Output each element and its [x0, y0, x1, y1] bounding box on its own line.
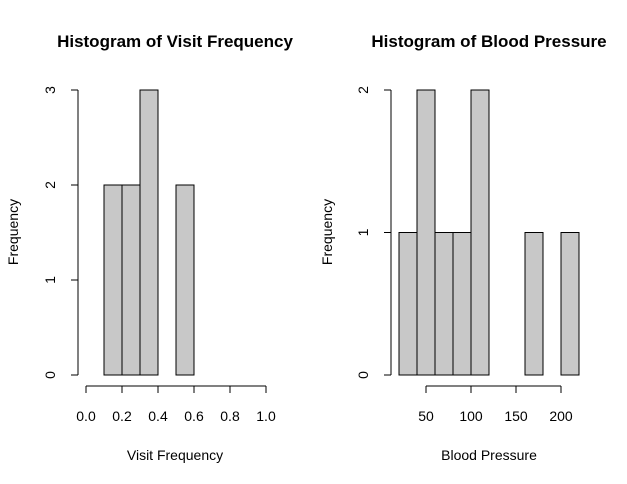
y-tick-label-visit-frequency-1: 0	[42, 371, 58, 379]
histogram-bar-visit-frequency-3	[121, 184, 141, 376]
x-axis-label-blood-pressure: Blood Pressure	[441, 447, 537, 463]
histogram-bar-visit-frequency-6	[175, 184, 195, 376]
y-tick-label-blood-pressure-1: 0	[355, 371, 371, 379]
x-tick-label-blood-pressure-2: 100	[459, 408, 483, 424]
chart-title-blood-pressure: Histogram of Blood Pressure	[371, 32, 606, 51]
x-axis-blood-pressure: 50 100 150 200	[418, 385, 573, 424]
x-tick-label-visit-frequency-2: 0.2	[112, 408, 132, 424]
y-axis-label-blood-pressure: Frequency	[319, 199, 335, 265]
x-tick-label-blood-pressure-1: 50	[418, 408, 434, 424]
y-tick-label-blood-pressure-2: 1	[355, 228, 371, 236]
bars-blood-pressure	[398, 89, 580, 376]
bars-visit-frequency	[103, 89, 195, 376]
y-tick-label-visit-frequency-3: 2	[42, 181, 58, 189]
x-tick-label-visit-frequency-6: 1.0	[256, 408, 276, 424]
x-tick-label-blood-pressure-3: 150	[504, 408, 528, 424]
visit-frequency-histogram-panel: Histogram of Visit Frequency Visit Frequ…	[5, 32, 293, 463]
x-axis-label-visit-frequency: Visit Frequency	[127, 447, 223, 463]
y-axis-blood-pressure: 0 1 2	[355, 86, 392, 379]
y-tick-label-visit-frequency-2: 1	[42, 276, 58, 284]
histogram-bar-blood-pressure-1	[398, 232, 418, 376]
chart-title-visit-frequency: Histogram of Visit Frequency	[57, 32, 293, 51]
x-tick-label-visit-frequency-4: 0.6	[184, 408, 204, 424]
y-tick-label-visit-frequency-4: 3	[42, 86, 58, 94]
histogram-bar-blood-pressure-3	[434, 232, 454, 376]
histogram-bar-blood-pressure-8	[524, 232, 544, 376]
x-tick-label-visit-frequency-1: 0.0	[76, 408, 96, 424]
y-tick-label-blood-pressure-3: 2	[355, 86, 371, 94]
histogram-bar-visit-frequency-4	[139, 89, 159, 376]
x-tick-label-visit-frequency-3: 0.4	[148, 408, 168, 424]
histogram-bar-blood-pressure-10	[560, 232, 580, 376]
histogram-bar-visit-frequency-2	[103, 184, 123, 376]
y-axis-label-visit-frequency: Frequency	[5, 199, 21, 265]
histogram-bar-blood-pressure-4	[452, 232, 472, 376]
histogram-bar-blood-pressure-5	[470, 89, 490, 376]
blood-pressure-histogram-panel: Histogram of Blood Pressure Blood Pressu…	[319, 32, 607, 463]
histogram-bar-blood-pressure-2	[416, 89, 436, 376]
x-tick-label-visit-frequency-5: 0.8	[220, 408, 240, 424]
x-axis-visit-frequency: 0.0 0.2 0.4 0.6 0.8 1.0	[76, 385, 276, 424]
x-tick-label-blood-pressure-4: 200	[549, 408, 573, 424]
y-axis-visit-frequency: 0 1 2 3	[42, 86, 79, 379]
